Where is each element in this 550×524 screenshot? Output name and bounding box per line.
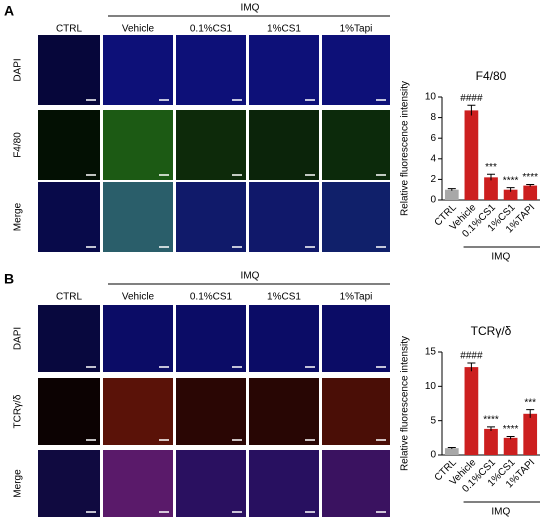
significance: #### — [460, 93, 483, 104]
bar — [523, 413, 538, 455]
micrograph — [38, 35, 100, 105]
micrograph — [103, 305, 173, 372]
bar — [503, 437, 518, 455]
micrograph — [103, 450, 173, 517]
significance: **** — [503, 424, 519, 435]
micrograph — [103, 182, 173, 252]
y-tick-label: 6 — [430, 133, 436, 144]
row-label: DAPI — [13, 58, 24, 81]
column-label: Vehicle — [122, 292, 155, 303]
chart-title: TCRγ/δ — [471, 324, 512, 338]
column-label: 0.1%CS1 — [190, 24, 233, 35]
micrograph — [249, 182, 319, 252]
micrograph — [38, 182, 100, 252]
column-label: 0.1%CS1 — [190, 292, 233, 303]
row-label: DAPI — [13, 327, 24, 350]
significance: **** — [522, 172, 538, 183]
y-tick-label: 0 — [430, 450, 436, 461]
bar — [484, 428, 498, 455]
column-label: Vehicle — [122, 24, 155, 35]
column-label: 1%Tapi — [340, 24, 373, 35]
micrograph — [322, 110, 390, 180]
y-tick-label: 4 — [430, 153, 436, 164]
error-bar — [467, 104, 476, 116]
micrograph — [322, 305, 390, 372]
bar — [503, 189, 518, 200]
column-label: CTRL — [56, 24, 83, 35]
significance: **** — [503, 175, 519, 186]
micrograph — [249, 110, 319, 180]
micrograph — [38, 110, 100, 180]
y-tick-label: 8 — [430, 112, 436, 123]
micrograph — [38, 305, 100, 372]
error-bar — [506, 187, 515, 192]
micrograph — [176, 110, 246, 180]
panel-label: A — [4, 3, 14, 19]
micrograph — [103, 35, 173, 105]
bar — [484, 177, 498, 200]
group-label: IMQ — [491, 252, 510, 263]
y-axis-label: Relative fluorescence intensity — [400, 81, 411, 216]
micrograph — [103, 378, 173, 445]
micrograph — [322, 378, 390, 445]
y-tick-label: 0 — [430, 195, 436, 206]
group-label: IMQ — [241, 3, 260, 14]
micrograph — [249, 378, 319, 445]
chart-title: F4/80 — [476, 69, 507, 83]
column-label: 1%CS1 — [267, 292, 301, 303]
micrograph — [249, 450, 319, 517]
micrograph — [249, 35, 319, 105]
micrograph — [38, 378, 100, 445]
error-bar — [467, 362, 476, 372]
y-tick-label: 2 — [430, 174, 436, 185]
y-axis-label: Relative fluorescence intensity — [400, 336, 411, 471]
bar — [464, 110, 479, 200]
column-label: 1%Tapi — [340, 292, 373, 303]
micrograph — [322, 450, 390, 517]
error-bar — [487, 426, 495, 431]
micrograph — [176, 378, 246, 445]
error-bar — [447, 446, 456, 449]
row-label: Merge — [13, 202, 24, 231]
significance: *** — [485, 162, 497, 173]
y-tick-label: 15 — [425, 347, 437, 358]
micrograph — [176, 182, 246, 252]
micrograph — [176, 450, 246, 517]
error-bar — [506, 435, 515, 440]
group-label: IMQ — [491, 507, 510, 518]
micrograph — [176, 35, 246, 105]
significance: *** — [524, 397, 536, 408]
bar — [523, 185, 538, 200]
error-bar — [526, 409, 535, 418]
row-label: F4/80 — [13, 132, 24, 158]
bar — [464, 367, 479, 455]
bar — [444, 189, 459, 200]
error-bar — [487, 173, 495, 181]
significance: **** — [483, 414, 499, 425]
micrograph — [322, 182, 390, 252]
group-label: IMQ — [241, 271, 260, 282]
column-label: 1%CS1 — [267, 24, 301, 35]
micrograph — [176, 305, 246, 372]
micrograph — [103, 110, 173, 180]
y-tick-label: 10 — [425, 92, 437, 103]
y-tick-label: 5 — [430, 415, 436, 426]
error-bar — [447, 188, 456, 191]
y-tick-label: 10 — [425, 381, 437, 392]
micrograph — [322, 35, 390, 105]
row-label: Merge — [13, 469, 24, 498]
error-bar — [526, 184, 535, 187]
micrograph — [38, 450, 100, 517]
micrograph — [249, 305, 319, 372]
column-label: CTRL — [56, 292, 83, 303]
panel-label: B — [4, 271, 14, 287]
row-label: TCRγ/δ — [13, 394, 24, 428]
bar — [444, 448, 459, 455]
significance: #### — [460, 351, 483, 362]
